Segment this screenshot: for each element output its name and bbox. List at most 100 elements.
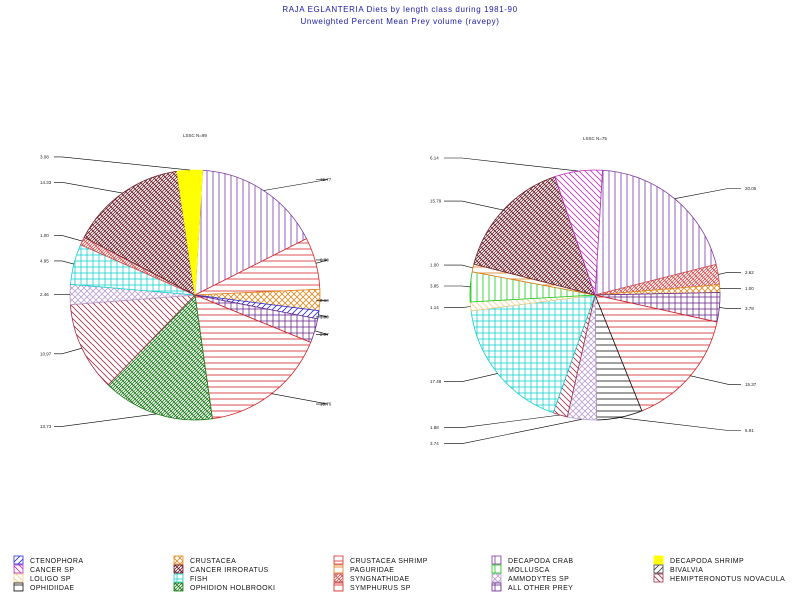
slice-value-label: 1.00 — [40, 233, 49, 238]
legend-swatch — [491, 582, 502, 592]
leader-line — [718, 271, 741, 275]
legend-swatch — [173, 555, 184, 565]
legend-swatch — [333, 555, 344, 565]
legend-swatch — [491, 555, 502, 565]
pie-label: LSSC N=75 — [583, 136, 607, 141]
legend-label: AMMODYTES SP — [508, 576, 569, 583]
pie-slice-fish — [470, 294, 596, 414]
leader-line — [719, 307, 741, 310]
leader-line — [690, 375, 741, 385]
slice-value-label: 1.00 — [430, 263, 439, 268]
chart-subtitle: Unweighted Percent Mean Prey volume (rav… — [301, 17, 500, 26]
legend-item-crus: CRUSTACEA — [173, 555, 236, 565]
slice-value-label: 1.00 — [320, 314, 329, 319]
legend-item-pagur: PAGURIDAE — [333, 564, 394, 574]
leader-line — [54, 260, 74, 265]
pie-slice-crab — [594, 169, 717, 296]
legend-item-holb: OPHIDION HOLBROOKI — [173, 582, 275, 592]
legend-item-shrimp: CRUSTACEA SHRIMP — [333, 555, 428, 565]
leader-line — [619, 417, 741, 431]
legend-item-hemi: HEMIPTERONOTUS NOVACULA — [653, 573, 785, 583]
leader-line — [54, 182, 123, 194]
pie-slice-symph — [594, 294, 718, 412]
legend-item-other: ALL OTHER PREY — [491, 582, 573, 592]
legend-swatch — [653, 573, 664, 583]
legend-item-moll: MOLLUSCA — [491, 564, 550, 574]
legend-swatch — [491, 564, 502, 574]
legend-swatch — [333, 582, 344, 592]
legend-item-fish: FISH — [173, 573, 208, 583]
legend-label: OPHIDIIDAE — [30, 585, 74, 592]
legend-swatch — [491, 573, 502, 583]
leader-line — [316, 314, 329, 318]
pie-slice-irror — [83, 170, 196, 296]
slice-value-label: 10.97 — [40, 351, 52, 356]
slice-value-label: 4.95 — [40, 258, 49, 263]
leader-line — [444, 285, 471, 288]
legend-swatch — [173, 564, 184, 574]
legend-label: CANCER IRRORATUS — [190, 567, 269, 574]
slice-value-label: 1.88 — [430, 425, 439, 430]
leader-line — [263, 179, 329, 191]
legend-label: BIVALVIA — [670, 567, 703, 574]
slice-value-label: 15.77 — [320, 177, 332, 182]
legend-swatch — [173, 582, 184, 592]
legend-label: SYMPHURUS SP — [350, 585, 411, 592]
slice-value-label: 2.62 — [745, 270, 754, 275]
slice-value-label: 20.05 — [745, 186, 757, 191]
legend-label: MOLLUSCA — [508, 567, 550, 574]
legend-label: PAGURIDAE — [350, 567, 394, 574]
legend-swatch — [653, 564, 664, 574]
legend-item-cten: CTENOPHORA — [13, 555, 83, 565]
leader-line — [54, 347, 82, 355]
legend-swatch — [13, 555, 24, 565]
legend-item-irror: CANCER IRRORATUS — [173, 564, 269, 574]
pie-group: LSSC N=99 15.77 6.38 2.60 1.00 2.97 15.76 3.08 1… — [40, 133, 757, 446]
pie-label: LSSC N=99 — [183, 133, 207, 138]
legend-item-syng: SYNGNATHIDAE — [333, 573, 409, 583]
leader-line — [444, 264, 474, 269]
pie-1: LSSC N=99 15.77 6.38 2.60 1.00 2.97 15.76 3.08 1… — [40, 133, 332, 429]
leader-line — [444, 200, 504, 211]
slice-value-label: 3.74 — [430, 441, 439, 446]
leader-line — [444, 157, 579, 172]
legend-swatch — [653, 555, 664, 565]
slice-value-label: 3.08 — [40, 154, 49, 159]
leader-line — [444, 306, 471, 309]
legend-label: HEMIPTERONOTUS NOVACULA — [670, 576, 785, 583]
legend-swatch — [13, 564, 24, 574]
slice-value-label: 1.00 — [745, 286, 754, 291]
slice-value-label: 6.38 — [320, 257, 329, 262]
slice-value-label: 2.46 — [40, 292, 49, 297]
legend-label: CRUSTACEA — [190, 558, 236, 565]
leader-line — [674, 188, 741, 199]
legend-label: OPHIDION HOLBROOKI — [190, 585, 275, 592]
legend-item-ammo: AMMODYTES SP — [491, 573, 569, 583]
slice-value-label: 14.33 — [40, 180, 52, 185]
legend-label: FISH — [190, 576, 208, 583]
legend-swatch — [173, 573, 184, 583]
leader-line — [444, 419, 582, 445]
legend-label: CTENOPHORA — [30, 558, 83, 565]
legend-label: DECAPODA CRAB — [508, 558, 574, 565]
legend-swatch — [333, 564, 344, 574]
legend-item-symph: SYMPHURUS SP — [333, 582, 411, 592]
legend-item-crab: DECAPODA CRAB — [491, 555, 574, 565]
legend-label: CANCER SP — [30, 567, 74, 574]
leader-line — [314, 330, 329, 335]
leader-line — [54, 156, 190, 171]
slice-value-label: 15.79 — [430, 199, 442, 204]
legend-item-cancer: CANCER SP — [13, 564, 74, 574]
legend-item-loligo: LOLIGO SP — [13, 573, 71, 583]
legend-swatch — [333, 573, 344, 583]
slice-value-label: 13.73 — [40, 424, 52, 429]
legend-swatch — [13, 582, 24, 592]
pie-2: LSSC N=75 20.05 2.62 1.00 3.78 15.37 5.91 6.14 1… — [430, 136, 757, 446]
slice-value-label: 1.14 — [430, 305, 439, 310]
legend-label: ALL OTHER PREY — [508, 585, 573, 592]
legend-label: CRUSTACEA SHRIMP — [350, 558, 428, 565]
slice-value-label: 3.85 — [430, 283, 439, 288]
legend: CTENOPHORA CRUSTACEA CRUSTACEA SHRIMP DECAP… — [13, 555, 785, 592]
legend-item-biv: BIVALVIA — [653, 564, 703, 574]
